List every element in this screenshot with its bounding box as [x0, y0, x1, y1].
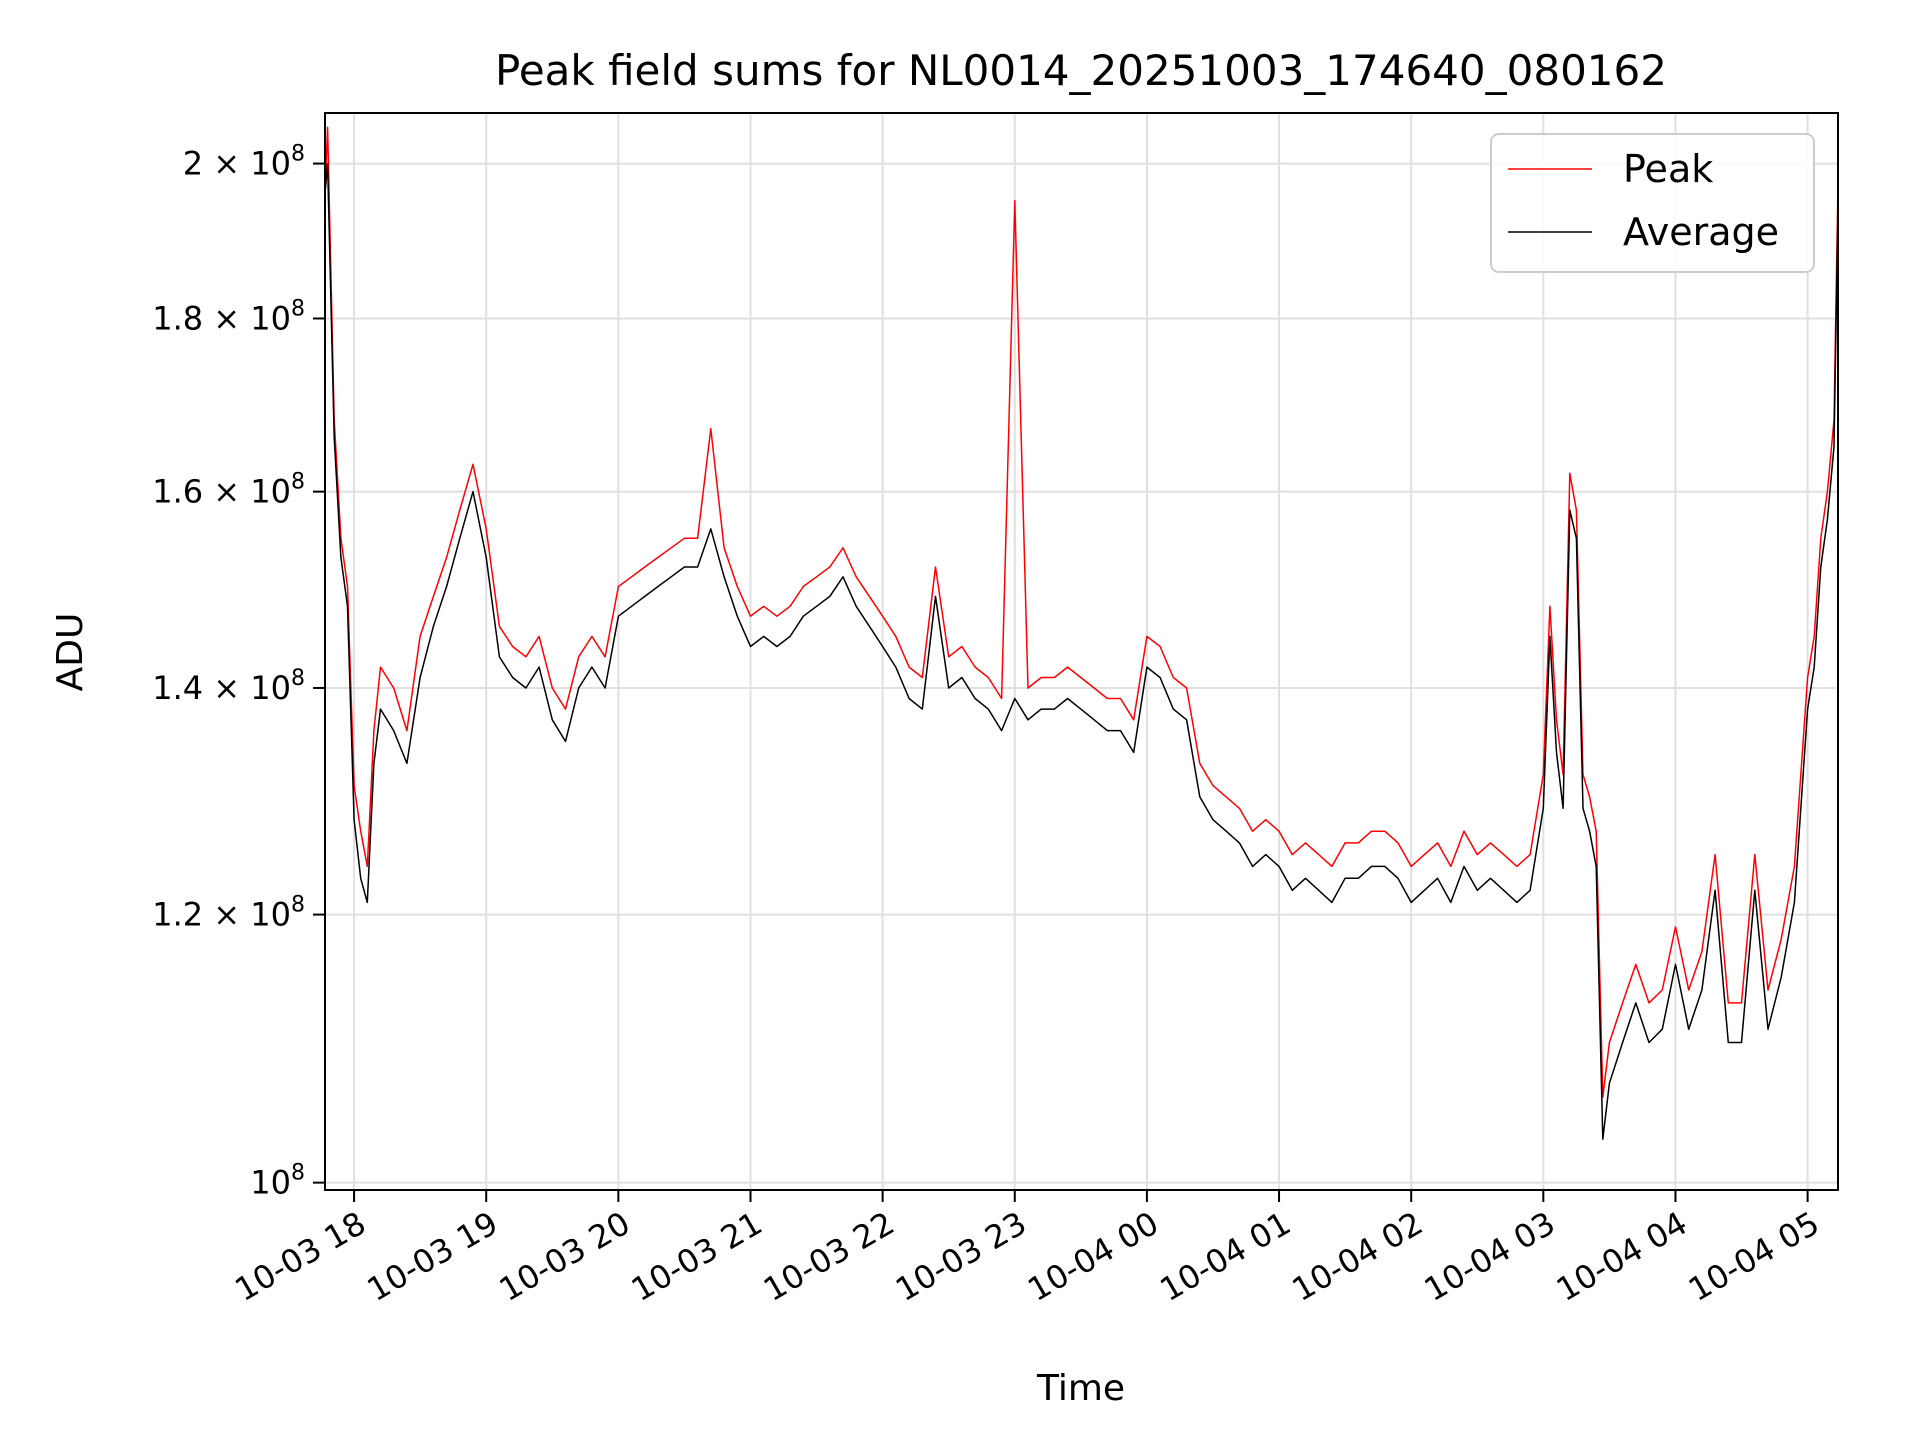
y-tick-label: 1.8 × 108: [152, 296, 305, 337]
series-layer: [325, 126, 1838, 1140]
y-axis: 108 1.2 × 108 1.4 × 108 1.6 × 108 1.8 × 108 2…: [152, 142, 325, 1202]
series-line-average: [325, 162, 1838, 1140]
grid-layer: [325, 113, 1838, 1190]
series-line-peak: [325, 126, 1838, 1098]
y-tick-label: 1.4 × 108: [152, 666, 305, 707]
chart-title: Peak field sums for NL0014_20251003_1746…: [495, 46, 1667, 95]
y-tick-label: 2 × 108: [183, 142, 305, 183]
plot-frame: [324, 112, 1839, 1191]
y-axis-label: ADU: [50, 613, 91, 692]
x-axis-label: Time: [1036, 1368, 1125, 1409]
legend: Peak Average: [1490, 133, 1815, 273]
y-tick-label: 1.2 × 108: [152, 893, 305, 934]
y-tick-label: 1.6 × 108: [152, 470, 305, 511]
y-tick-label: 108: [250, 1161, 305, 1202]
legend-label-peak: Peak: [1623, 147, 1713, 191]
legend-label-average: Average: [1623, 210, 1779, 254]
